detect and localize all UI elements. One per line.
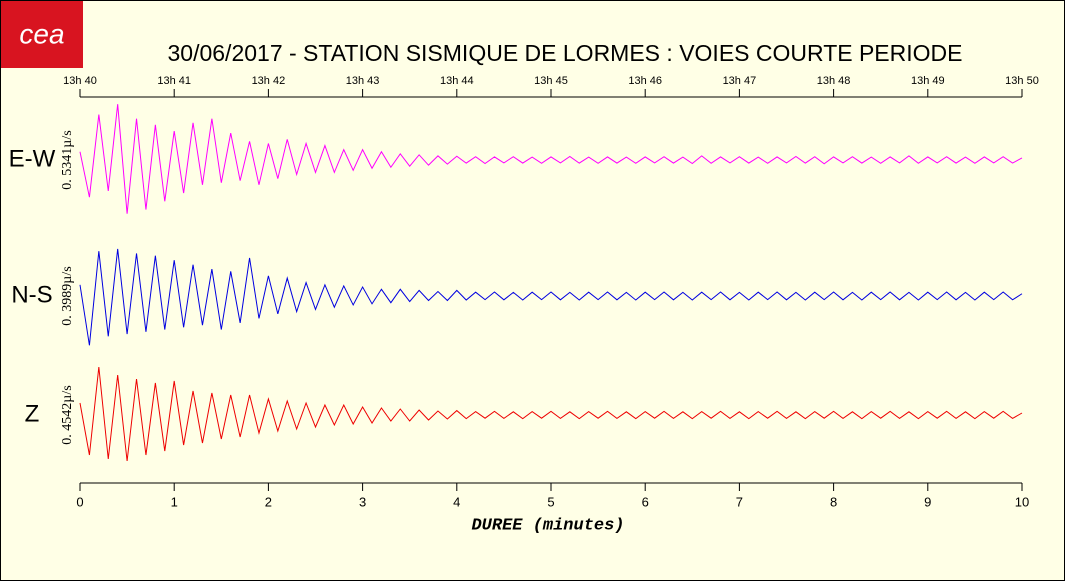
x-tick-label: 3 (359, 494, 366, 509)
top-tick-label: 13h 46 (628, 75, 662, 87)
logo-box (1, 1, 83, 68)
x-tick-label: 10 (1015, 494, 1029, 509)
top-tick-label: 13h 49 (911, 75, 945, 87)
trace (79, 248, 1023, 346)
channel-label: Z (25, 400, 40, 427)
chart-title: 30/06/2017 - STATION SISMIQUE DE LORMES … (168, 40, 963, 66)
channel-label: N-S (11, 281, 52, 308)
logo: cea (19, 18, 64, 49)
channel-label: E-W (9, 145, 56, 172)
x-tick-label: 5 (547, 494, 554, 509)
x-tick-label: 2 (265, 494, 272, 509)
top-tick-label: 13h 47 (723, 75, 757, 87)
trace (79, 104, 1023, 214)
top-tick-label: 13h 50 (1005, 75, 1039, 87)
top-tick-label: 13h 48 (817, 75, 851, 87)
scale-label: 0. 4542µ/s (60, 385, 75, 444)
x-tick-label: 0 (76, 494, 83, 509)
x-tick-label: 7 (736, 494, 743, 509)
top-tick-label: 13h 45 (534, 75, 568, 87)
top-tick-label: 13h 44 (440, 75, 474, 87)
trace (79, 366, 1023, 462)
x-tick-label: 9 (924, 494, 931, 509)
scale-label: 0. 3989µ/s (60, 266, 75, 325)
top-tick-label: 13h 41 (157, 75, 191, 87)
scale-label: 0. 5341µ/s (60, 130, 75, 189)
x-tick-label: 1 (171, 494, 178, 509)
x-tick-label: 8 (830, 494, 837, 509)
top-tick-label: 13h 42 (252, 75, 286, 87)
top-tick-label: 13h 43 (346, 75, 380, 87)
x-axis-label: DUREE (minutes) (471, 516, 624, 535)
x-tick-label: 6 (642, 494, 649, 509)
top-tick-label: 13h 40 (63, 75, 97, 87)
x-tick-label: 4 (453, 494, 460, 509)
